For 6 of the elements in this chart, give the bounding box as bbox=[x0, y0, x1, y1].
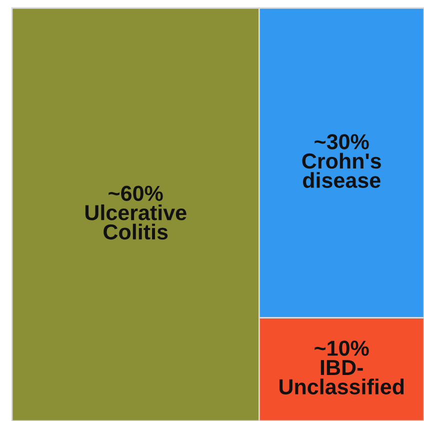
data-label: ~30% bbox=[314, 134, 369, 150]
category-label: IBD- Unclassified bbox=[279, 360, 404, 394]
data-label: ~60% bbox=[108, 186, 163, 201]
data-label: ~10% bbox=[314, 340, 369, 356]
category-label: Ulcerative Colitis bbox=[85, 204, 186, 240]
category-label: Crohn's disease bbox=[302, 152, 381, 188]
